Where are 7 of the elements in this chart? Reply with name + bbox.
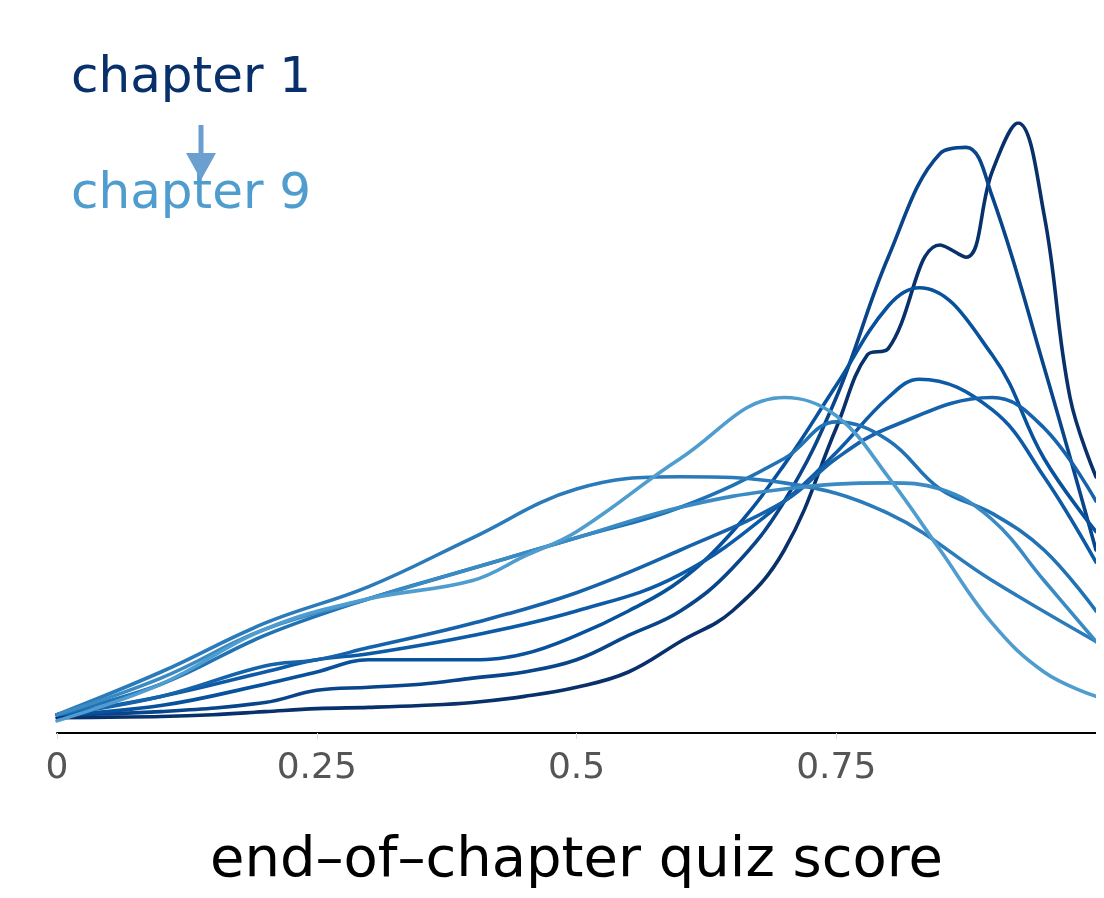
annotation: chapter 9 [71, 162, 312, 220]
x-tick-label: 0 [45, 744, 69, 786]
x-tick-label: 0.5 [547, 744, 606, 786]
x-tick-label: 0.75 [796, 744, 877, 786]
x-tick-label: 0.25 [276, 744, 357, 786]
text: chapter 1 [71, 46, 312, 104]
x-axis-title: end–of–chapter quiz score [209, 823, 944, 889]
